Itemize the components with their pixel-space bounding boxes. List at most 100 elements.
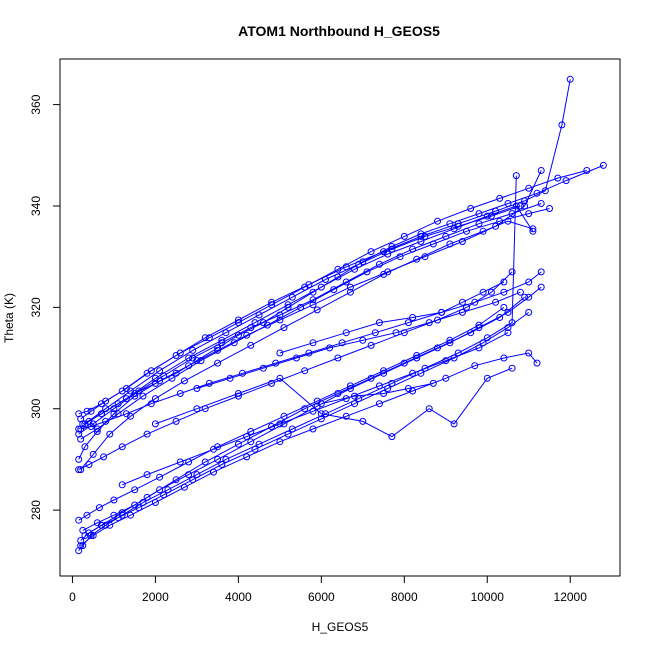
data-point: [546, 205, 553, 212]
data-point: [583, 167, 591, 174]
data-point: [214, 346, 222, 354]
data-point: [504, 308, 512, 316]
data-point: [525, 308, 533, 316]
series-line: [78, 271, 513, 471]
data-point: [309, 296, 317, 304]
data-point: [87, 423, 95, 430]
data-point: [442, 357, 450, 365]
data-point: [251, 319, 259, 327]
data-point: [317, 400, 325, 408]
data-point: [367, 248, 375, 256]
data-point: [292, 354, 300, 362]
data-point: [363, 268, 371, 276]
data-point: [541, 187, 549, 195]
data-point: [442, 374, 450, 382]
y-tick-label: 360: [29, 94, 43, 114]
data-point: [87, 407, 95, 415]
data-point: [255, 311, 263, 319]
data-point: [475, 344, 483, 352]
data-point: [566, 75, 574, 83]
data-point: [214, 359, 222, 367]
data-point: [127, 387, 134, 395]
data-point: [496, 194, 504, 202]
x-tick-label: 4000: [225, 590, 252, 604]
data-point: [214, 455, 222, 463]
data-point: [525, 184, 533, 192]
data-point: [388, 245, 396, 253]
data-point: [529, 225, 537, 233]
data-point: [508, 268, 516, 276]
data-point: [487, 288, 495, 296]
data-point: [438, 308, 446, 316]
data-point: [334, 354, 342, 362]
data-point: [380, 369, 388, 377]
series-line: [84, 205, 521, 425]
data-point: [467, 329, 475, 337]
series-line: [155, 367, 513, 438]
data-point: [226, 374, 234, 382]
data-point: [309, 288, 317, 296]
data-point: [168, 374, 176, 382]
data-point: [421, 232, 429, 240]
y-axis-label: Theta (K): [2, 293, 16, 343]
data-point: [122, 410, 130, 418]
data-point: [122, 395, 130, 403]
data-point: [504, 324, 512, 332]
data-point: [479, 227, 487, 235]
x-tick-label: 8000: [391, 590, 418, 604]
data-point: [234, 390, 242, 397]
data-point: [180, 377, 188, 385]
data-point: [83, 511, 91, 519]
data-point: [93, 428, 101, 435]
data-point: [309, 407, 317, 415]
series-line: [279, 281, 505, 354]
data-point: [409, 314, 417, 321]
data-point: [516, 202, 524, 210]
data-point: [276, 438, 284, 446]
data-point: [599, 161, 607, 169]
data-point: [156, 473, 164, 481]
data-point: [342, 278, 350, 286]
data-point: [218, 336, 226, 344]
data-point: [106, 521, 114, 529]
data-point: [500, 303, 508, 311]
data-point: [100, 453, 108, 461]
data-point: [284, 430, 292, 438]
data-point: [127, 511, 134, 519]
data-point: [317, 410, 325, 418]
data-point: [151, 499, 159, 506]
data-point: [342, 329, 350, 337]
data-point: [243, 453, 251, 461]
data-point: [193, 385, 201, 392]
data-point: [492, 222, 500, 230]
data-point: [98, 521, 105, 529]
data-point: [367, 341, 375, 349]
data-point: [247, 341, 255, 349]
data-point: [143, 493, 151, 501]
data-point: [500, 278, 508, 286]
data-point: [463, 227, 470, 235]
data-point: [467, 205, 475, 212]
data-point: [110, 496, 118, 504]
data-point: [110, 410, 118, 418]
data-point: [562, 177, 570, 185]
data-point: [75, 466, 83, 474]
series-20: [276, 278, 508, 357]
data-point: [210, 468, 217, 476]
data-point: [172, 417, 180, 425]
data-point: [521, 197, 529, 205]
series-line: [80, 352, 538, 546]
data-point: [425, 405, 433, 413]
data-point: [185, 354, 193, 362]
data-point: [143, 430, 151, 438]
data-point: [156, 377, 164, 385]
y-tick-label: 300: [29, 398, 43, 418]
data-point: [268, 298, 276, 306]
series-line: [84, 296, 525, 536]
data-point: [359, 336, 367, 344]
series-9: [81, 202, 524, 428]
series-12: [75, 303, 508, 524]
data-point: [521, 293, 529, 301]
data-point: [342, 412, 350, 420]
data-point: [89, 450, 97, 458]
